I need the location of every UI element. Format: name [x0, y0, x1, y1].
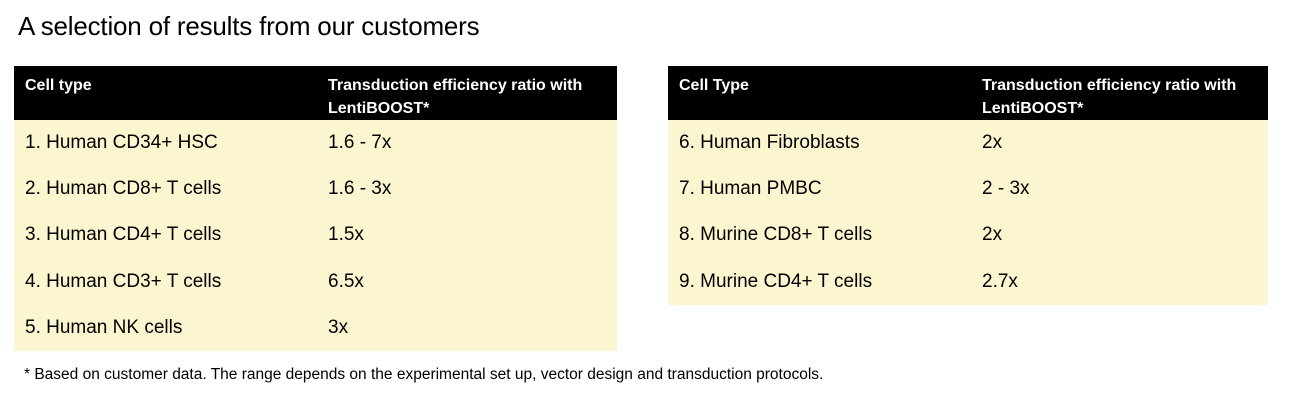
column-header-cell-type: Cell Type: [679, 77, 749, 94]
table-row: 2. Human CD8+ T cells 1.6 - 3x: [14, 166, 617, 212]
ratio-cell: 2 - 3x: [982, 178, 1030, 200]
cell-type-cell: 1. Human CD34+ HSC: [25, 132, 218, 154]
results-table-left: Cell type Transduction efficiency ratio …: [14, 66, 617, 351]
table-body-right: 6. Human Fibroblasts 2x 7. Human PMBC 2 - 3…: [668, 120, 1268, 305]
cell-type-cell: 3. Human CD4+ T cells: [25, 224, 222, 246]
ratio-cell: 3x: [328, 316, 349, 338]
column-header-transduction-ratio: Transduction efficiency ratio with Lenti…: [982, 77, 1237, 117]
cell-type-cell: 4. Human CD3+ T cells: [25, 270, 222, 292]
cell-type-cell: 7. Human PMBC: [679, 178, 822, 200]
ratio-cell: 6.5x: [328, 270, 364, 292]
table-row: 6. Human Fibroblasts 2x: [668, 120, 1268, 166]
column-header-cell-type: Cell type: [25, 77, 92, 94]
ratio-cell: 2.7x: [982, 270, 1018, 292]
table-header-left: Cell type Transduction efficiency ratio …: [14, 66, 617, 120]
ratio-cell: 2x: [982, 132, 1003, 154]
cell-type-cell: 6. Human Fibroblasts: [679, 132, 860, 154]
tables-container: Cell type Transduction efficiency ratio …: [14, 66, 1268, 351]
cell-type-cell: 8. Murine CD8+ T cells: [679, 224, 873, 246]
table-row: 4. Human CD3+ T cells 6.5x: [14, 259, 617, 305]
results-table-right: Cell Type Transduction efficiency ratio …: [668, 66, 1268, 305]
table-row: 8. Murine CD8+ T cells 2x: [668, 212, 1268, 258]
ratio-cell: 1.5x: [328, 224, 364, 246]
ratio-cell: 2x: [982, 224, 1003, 246]
table-row: 1. Human CD34+ HSC 1.6 - 7x: [14, 120, 617, 166]
ratio-cell: 1.6 - 7x: [328, 132, 392, 154]
ratio-cell: 1.6 - 3x: [328, 178, 392, 200]
cell-type-cell: 2. Human CD8+ T cells: [25, 178, 222, 200]
table-row: 9. Murine CD4+ T cells 2.7x: [668, 259, 1268, 305]
footnote: * Based on customer data. The range depe…: [24, 366, 824, 383]
table-header-right: Cell Type Transduction efficiency ratio …: [668, 66, 1268, 120]
column-header-transduction-ratio: Transduction efficiency ratio with Lenti…: [328, 77, 583, 117]
table-row: 7. Human PMBC 2 - 3x: [668, 166, 1268, 212]
cell-type-cell: 9. Murine CD4+ T cells: [679, 270, 873, 292]
table-row: 3. Human CD4+ T cells 1.5x: [14, 212, 617, 258]
table-body-left: 1. Human CD34+ HSC 1.6 - 7x 2. Human CD8+ …: [14, 120, 617, 351]
page-title: A selection of results from our customer…: [18, 11, 480, 41]
table-row: 5. Human NK cells 3x: [14, 305, 617, 351]
cell-type-cell: 5. Human NK cells: [25, 316, 183, 338]
